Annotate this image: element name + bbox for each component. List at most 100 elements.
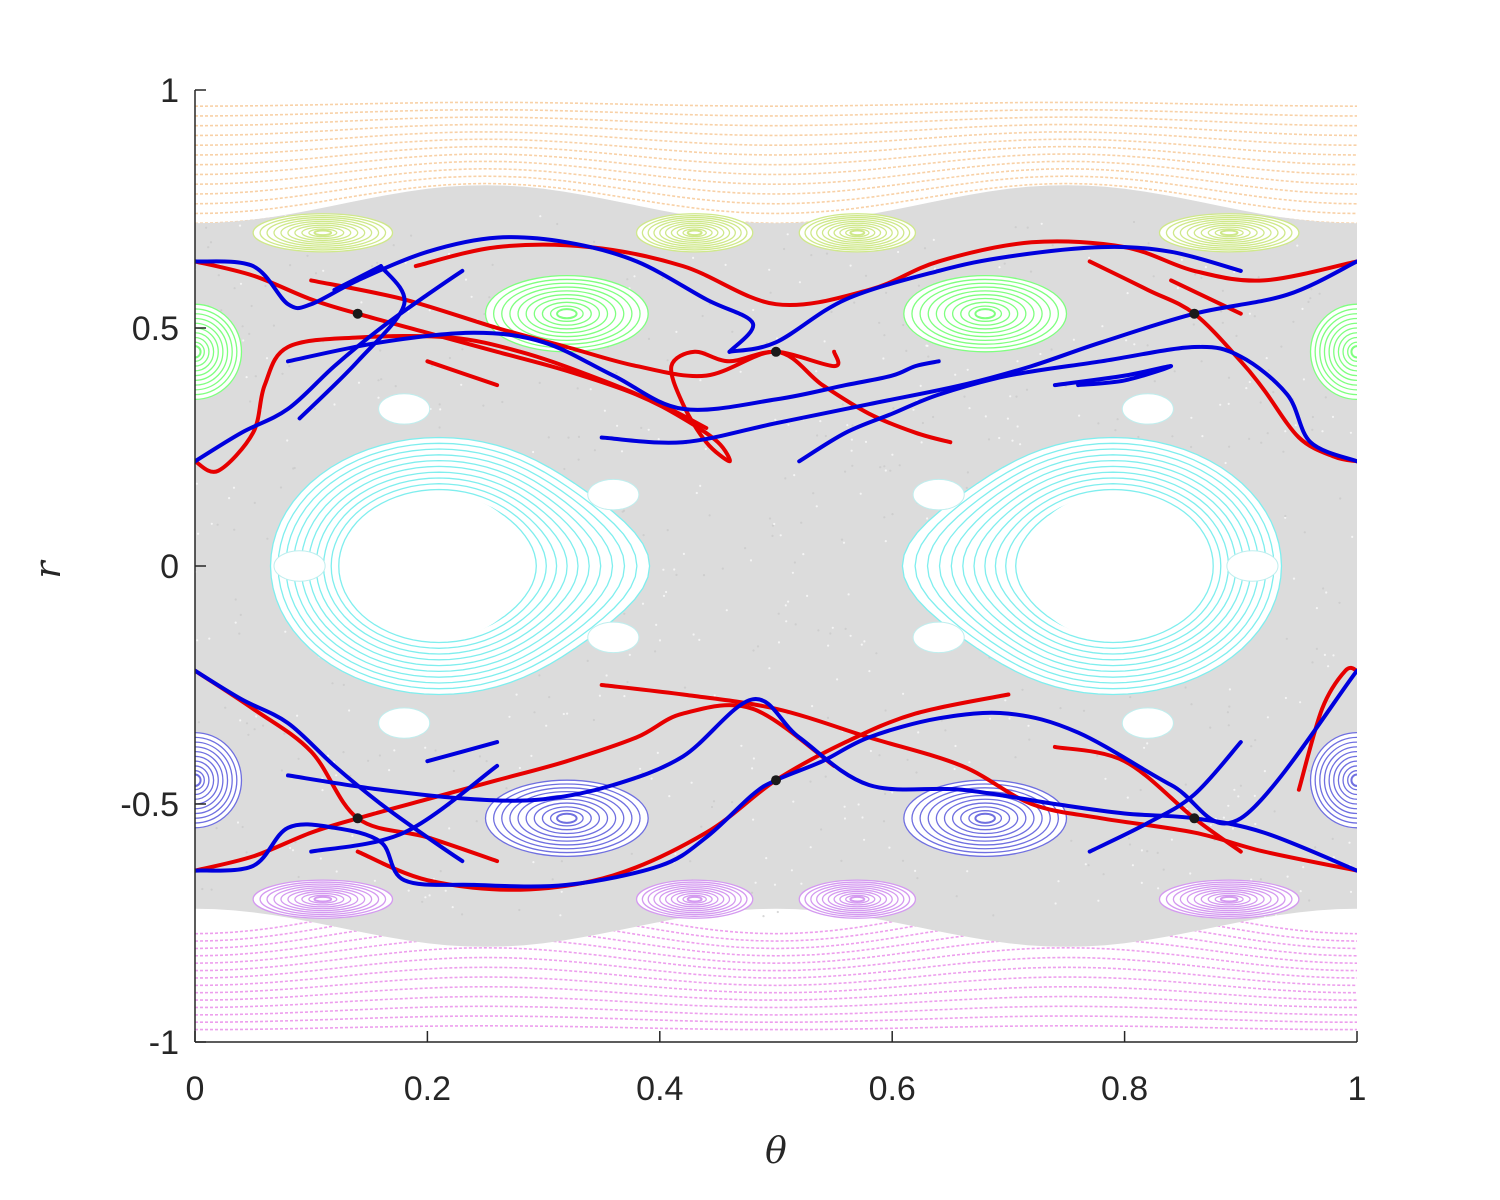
island-orbit bbox=[960, 301, 1011, 326]
island-orbit bbox=[635, 213, 754, 253]
island-core bbox=[195, 345, 202, 359]
sea-speckle bbox=[944, 729, 947, 732]
island-orbit bbox=[1347, 341, 1357, 362]
sea-speckle bbox=[548, 696, 551, 699]
sea-speckle bbox=[905, 349, 908, 352]
island-orbit bbox=[273, 218, 373, 247]
sea-speckle bbox=[1307, 300, 1310, 303]
sea-speckle bbox=[1200, 276, 1203, 279]
sea-speckle bbox=[1204, 266, 1207, 269]
sea-speckle bbox=[321, 789, 324, 792]
sea-speckle bbox=[623, 612, 626, 615]
island-orbit bbox=[798, 879, 917, 919]
sea-speckle bbox=[884, 792, 887, 796]
sea-speckle bbox=[394, 385, 397, 388]
sea-speckle bbox=[1200, 360, 1203, 363]
central-island-orbit bbox=[901, 436, 1283, 696]
sea-speckle bbox=[882, 357, 885, 360]
sea-speckle bbox=[288, 365, 291, 368]
sea-speckle bbox=[655, 623, 658, 627]
y-tick-label: 0 bbox=[160, 548, 179, 586]
sea-speckle bbox=[1116, 418, 1119, 421]
sea-speckle bbox=[1184, 783, 1187, 786]
sea-speckle bbox=[819, 420, 822, 423]
sea-speckle bbox=[439, 870, 442, 873]
sea-speckle bbox=[840, 859, 843, 863]
sea-speckle bbox=[751, 767, 754, 770]
sea-speckle bbox=[735, 916, 738, 919]
central-island-orbit bbox=[926, 448, 1267, 684]
sea-speckle bbox=[351, 834, 354, 837]
sea-speckle bbox=[576, 387, 579, 390]
island-orbit bbox=[252, 879, 394, 919]
sea-speckle bbox=[768, 268, 771, 271]
sea-speckle bbox=[1140, 881, 1143, 885]
sea-speckle bbox=[1248, 437, 1251, 440]
unstable-manifold-curve bbox=[309, 278, 953, 445]
sea-speckle bbox=[1028, 738, 1031, 741]
x-tick-label: 0.4 bbox=[636, 1070, 683, 1108]
island-orbit bbox=[641, 881, 748, 917]
island-orbit bbox=[951, 802, 1019, 835]
sea-speckle bbox=[630, 852, 633, 855]
sea-speckle bbox=[438, 403, 441, 406]
sea-speckle bbox=[1097, 422, 1100, 425]
sea-speckle bbox=[1332, 654, 1335, 657]
sea-speckle bbox=[532, 861, 535, 864]
band-curve-bottom bbox=[195, 976, 1357, 994]
sea-speckle bbox=[698, 638, 701, 642]
sea-speckle bbox=[1131, 864, 1134, 867]
sea-speckle bbox=[1011, 439, 1014, 442]
sea-speckle bbox=[210, 522, 213, 525]
central-island-orbit bbox=[984, 477, 1230, 655]
sea-speckle bbox=[1302, 866, 1305, 869]
sea-speckle bbox=[815, 505, 818, 508]
chaotic-sea bbox=[195, 185, 1357, 947]
island-orbit bbox=[1214, 894, 1244, 904]
sea-speckle bbox=[836, 678, 839, 681]
sea-speckle bbox=[787, 600, 790, 603]
sea-speckle bbox=[289, 846, 292, 850]
sea-speckle bbox=[1190, 703, 1193, 706]
island-core bbox=[974, 812, 996, 824]
central-island-orbit bbox=[1005, 488, 1214, 644]
island-orbit bbox=[1193, 222, 1265, 243]
island-orbit bbox=[287, 889, 359, 910]
sea-speckle bbox=[926, 344, 929, 347]
sea-speckle bbox=[559, 914, 562, 917]
sea-speckle bbox=[1284, 696, 1287, 700]
sea-speckle bbox=[589, 388, 592, 391]
island-orbit bbox=[670, 890, 719, 908]
sea-speckle bbox=[725, 609, 728, 612]
sea-speckle bbox=[393, 749, 396, 752]
sea-speckle bbox=[448, 827, 451, 830]
sea-speckle bbox=[245, 376, 248, 379]
sea-speckle bbox=[1128, 843, 1132, 846]
island-orbit bbox=[676, 892, 713, 906]
sea-speckle bbox=[1014, 226, 1017, 229]
sea-speckle bbox=[860, 643, 863, 646]
stable-manifold-curve bbox=[797, 344, 1357, 464]
sea-speckle bbox=[1299, 701, 1302, 704]
fixed-point-marker bbox=[352, 813, 363, 824]
sea-speckle bbox=[1308, 899, 1311, 902]
sea-speckle bbox=[731, 801, 734, 804]
island-orbit bbox=[833, 224, 882, 242]
sea-speckle bbox=[689, 860, 692, 863]
sea-speckle bbox=[1266, 432, 1269, 435]
sea-speckle bbox=[968, 761, 971, 764]
sea-speckle bbox=[849, 264, 852, 267]
island-core bbox=[1350, 345, 1357, 359]
sea-speckle bbox=[1308, 769, 1311, 772]
x-tick-label: 1 bbox=[1348, 1070, 1367, 1108]
sea-speckle bbox=[1170, 838, 1173, 841]
sea-speckle bbox=[195, 482, 198, 485]
y-tick-label: -1 bbox=[149, 1024, 179, 1062]
sea-speckle bbox=[1231, 827, 1234, 830]
sea-speckle bbox=[1180, 258, 1183, 261]
sea-speckle bbox=[470, 295, 473, 298]
sea-speckle bbox=[1250, 878, 1253, 881]
sea-speckle bbox=[744, 547, 747, 550]
sea-speckle bbox=[266, 537, 269, 540]
sea-speckle bbox=[626, 278, 629, 281]
